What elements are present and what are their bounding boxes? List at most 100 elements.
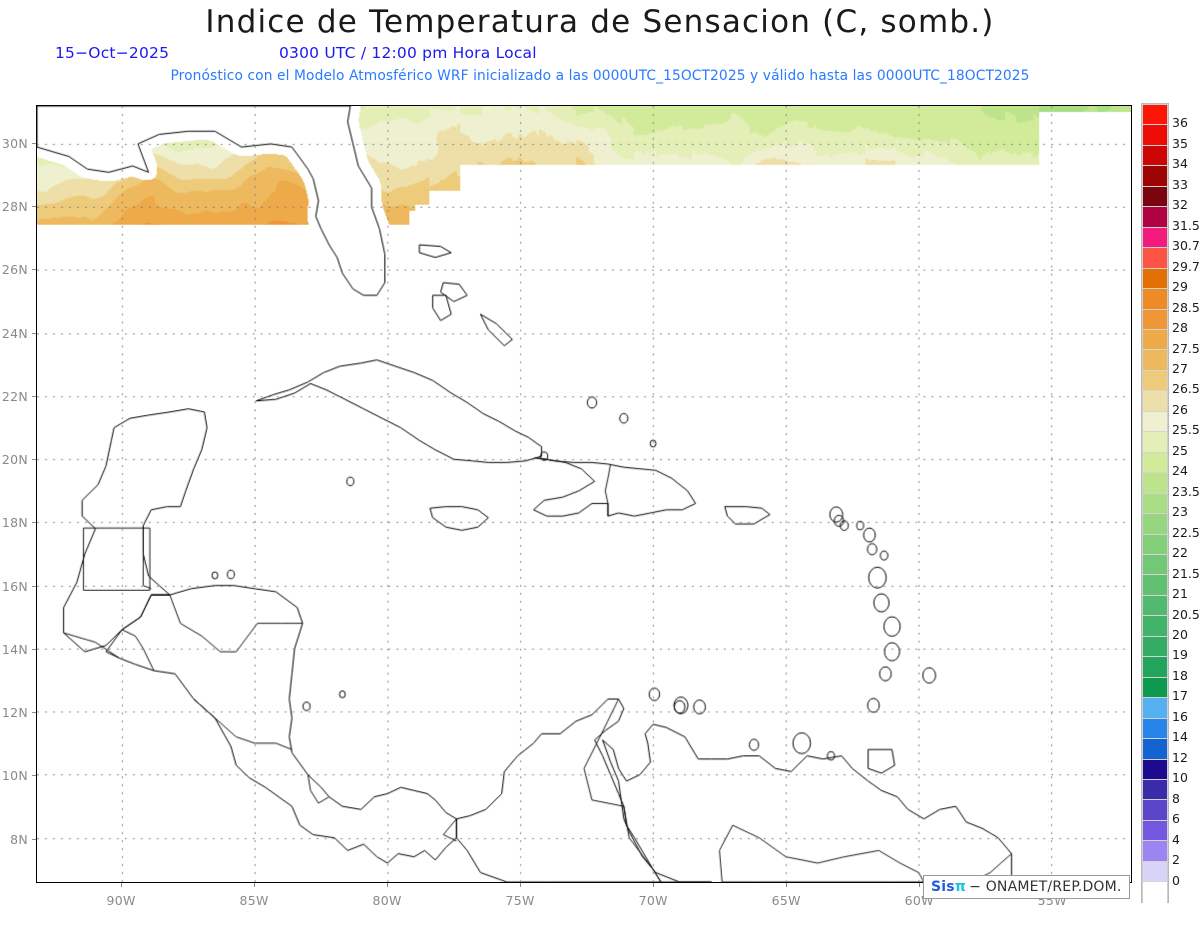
valid-date-label: 15−Oct−2025 [55, 44, 170, 62]
colorbar-tick-label: 31.5 [1172, 217, 1200, 233]
colorbar-band [1143, 370, 1167, 392]
colorbar-band [1143, 309, 1167, 330]
colorbar-band [1143, 432, 1167, 453]
x-axis-tick-mark [121, 883, 123, 887]
colorbar-band [1143, 882, 1167, 903]
y-axis-tick-mark [32, 332, 36, 334]
colorbar-tick-label: 23 [1172, 504, 1188, 520]
colorbar-tick-label: 2 [1172, 852, 1180, 868]
colorbar-tick-label: 26.5 [1172, 381, 1200, 397]
colorbar-tick-labels: 36 35 34 33 32 31.5 30.7 29.7 29 28.5 28 27.5 27 26.5… [1172, 103, 1200, 903]
x-axis-tick-label: 90W [106, 893, 136, 908]
colorbar-tick-label: 12 [1172, 749, 1188, 765]
x-axis-tick-label: 80W [372, 893, 402, 908]
y-axis-tick-mark [32, 712, 36, 714]
colorbar-tick-label: 22 [1172, 545, 1188, 561]
y-axis-tick-mark [32, 585, 36, 587]
y-axis-tick-label: 26N [1, 262, 28, 278]
colorbar-band [1143, 657, 1167, 678]
colorbar-band [1143, 779, 1167, 801]
y-axis-tick-label: 30N [1, 135, 28, 151]
x-axis-tick-mark [919, 883, 921, 887]
colorbar-tick-label: 33 [1172, 176, 1188, 192]
heatmap-canvas [37, 106, 1131, 882]
y-axis-tick-label: 14N [1, 641, 28, 657]
colorbar-band [1143, 350, 1167, 371]
colorbar-band [1143, 452, 1167, 474]
y-axis-tick-label: 22N [1, 388, 28, 404]
colorbar-tick-label: 27 [1172, 361, 1188, 376]
colorbar-tick-label: 22.5 [1172, 524, 1200, 540]
colorbar-tick-label: 23.5 [1172, 483, 1200, 499]
chart-header: Indice de Temperatura de Sensacion (C, s… [0, 0, 1200, 100]
colorbar-band [1143, 841, 1167, 862]
colorbar-band [1143, 595, 1167, 617]
y-axis-tick-label: 18N [1, 515, 28, 531]
colorbar-band [1143, 861, 1167, 883]
page-title: Indice de Temperatura de Sensacion (C, s… [205, 4, 995, 40]
brand-tt-text: π [954, 879, 967, 895]
x-axis-tick-label: 75W [505, 893, 535, 908]
y-axis-tick-label: 16N [1, 578, 28, 594]
x-axis-tick-mark [387, 883, 389, 887]
y-axis-tick-label: 24N [1, 325, 28, 341]
y-axis-tick-mark [32, 269, 36, 271]
x-axis-tick-mark [254, 883, 256, 887]
colorbar-tick-label: 32 [1172, 197, 1188, 213]
colorbar-tick-label: 25 [1172, 442, 1188, 458]
colorbar-tick-label: 20 [1172, 627, 1188, 642]
y-axis-tick-label: 28N [1, 199, 28, 215]
colorbar-tick-label: 0 [1172, 872, 1180, 888]
x-axis-tick-mark [786, 883, 788, 887]
x-axis-tick-label: 70W [638, 893, 668, 908]
y-axis-tick-label: 12N [1, 705, 28, 721]
colorbar-tick-label: 16 [1172, 708, 1188, 724]
y-axis-tick-mark [32, 395, 36, 397]
colorbar-tick-label: 10 [1172, 770, 1188, 786]
agency-label: − ONAMET/REP.DOM. [969, 879, 1122, 895]
colorbar-band [1143, 514, 1167, 535]
colorbar-tick-label: 17 [1172, 688, 1188, 704]
valid-time-row: 15−Oct−2025 0300 UTC / 12:00 pm Hora Loc… [0, 44, 1200, 66]
colorbar-tick-label: 25.5 [1172, 422, 1200, 438]
y-axis-tick-mark [32, 206, 36, 208]
colorbar-tick-label: 28.5 [1172, 299, 1200, 315]
colorbar-tick-label: 8 [1172, 790, 1180, 806]
colorbar-tick-label: 36 [1172, 115, 1188, 131]
y-axis-tick-mark [32, 459, 36, 461]
colorbar-tick-label: 27.5 [1172, 340, 1200, 356]
colorbar [1141, 103, 1169, 903]
colorbar-band [1143, 145, 1167, 167]
colorbar-band [1143, 248, 1167, 269]
brand-sis-text: Sis [931, 879, 955, 895]
y-axis-tick-mark [32, 522, 36, 524]
map-plot-area[interactable] [36, 105, 1132, 883]
colorbar-band [1143, 820, 1167, 842]
colorbar-band [1143, 759, 1167, 780]
colorbar-band [1143, 800, 1167, 821]
colorbar-tick-label: 24 [1172, 463, 1188, 479]
colorbar-tick-label: 18 [1172, 667, 1188, 683]
colorbar-band [1143, 105, 1167, 126]
colorbar-tick-label: 26 [1172, 401, 1188, 417]
colorbar-band [1143, 329, 1167, 351]
colorbar-tick-label: 6 [1172, 811, 1180, 827]
colorbar-band [1143, 636, 1167, 658]
model-description: Pronóstico con el Modelo Atmosférico WRF… [170, 68, 1030, 84]
colorbar-band [1143, 677, 1167, 699]
attribution-badge: Sis π − ONAMET/REP.DOM. [923, 875, 1130, 899]
colorbar-tick-label: 14 [1172, 729, 1188, 745]
colorbar-band [1143, 268, 1167, 290]
y-axis-tick-mark [32, 838, 36, 840]
y-axis-tick-label: 10N [1, 768, 28, 784]
colorbar-tick-label: 21.5 [1172, 565, 1200, 581]
x-axis-tick-label: 85W [239, 893, 269, 908]
colorbar-band [1143, 411, 1167, 433]
valid-time-label: 0300 UTC / 12:00 pm Hora Local [279, 44, 537, 62]
colorbar-tick-label: 28 [1172, 320, 1188, 336]
y-axis-tick-mark [32, 648, 36, 650]
y-axis-tick-label: 20N [1, 452, 28, 468]
colorbar-band [1143, 391, 1167, 412]
colorbar-tick-label: 19 [1172, 647, 1188, 663]
y-axis-tick-mark [32, 775, 36, 777]
